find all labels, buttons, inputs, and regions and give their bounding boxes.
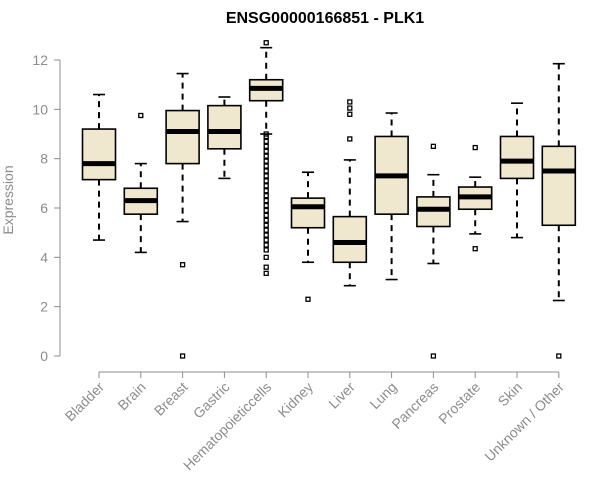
outlier-point (347, 136, 353, 142)
outlier-point (263, 40, 269, 46)
outlier-point (263, 217, 269, 223)
outlier-point (263, 202, 269, 209)
boxes (81, 40, 577, 359)
y-tick-label: 2 (40, 299, 48, 315)
outlier-point (263, 173, 269, 179)
outlier-point (263, 242, 269, 248)
outlier-point (263, 237, 269, 243)
y-tick-label: 0 (40, 348, 48, 364)
box-6 (332, 99, 368, 287)
outlier-point (263, 254, 269, 260)
x-tick-label: Lung (366, 379, 399, 412)
y-axis-label: Expression (0, 165, 16, 234)
outlier-point (263, 207, 269, 214)
x-tick-label: Prostate (435, 379, 483, 427)
x-tick-label: Unknown / Other (481, 379, 567, 465)
box-11 (541, 62, 577, 359)
outlier-point (138, 112, 144, 119)
y-tick-label: 10 (32, 101, 48, 117)
outlier-point (347, 99, 353, 105)
box-iqr (499, 135, 535, 180)
outlier-point (263, 197, 269, 204)
outlier-point (472, 144, 478, 151)
outlier-point (305, 296, 311, 302)
box-1 (123, 112, 159, 254)
x-tick-label: Skin (495, 379, 526, 410)
chart-title: ENSG00000166851 - PLK1 (226, 10, 424, 27)
box-9 (457, 144, 493, 252)
outlier-point (263, 163, 269, 169)
y-tick-label: 6 (40, 200, 48, 216)
y-tick-label: 12 (32, 52, 48, 68)
box-iqr (332, 215, 368, 264)
outlier-point (263, 247, 269, 253)
outlier-point (263, 222, 269, 228)
outlier-point (472, 246, 478, 252)
outlier-point (430, 353, 437, 359)
outlier-point (263, 138, 269, 145)
box-8 (416, 143, 451, 359)
outlier-point (263, 188, 269, 194)
outlier-point (347, 111, 353, 117)
x-tick-label: Kidney (275, 379, 317, 421)
x-tick-label: Brain (114, 379, 148, 413)
outlier-point (430, 143, 437, 149)
box-3 (207, 96, 242, 180)
box-10 (499, 102, 535, 239)
box-iqr (290, 197, 326, 229)
outlier-point (263, 143, 269, 149)
outlier-point (179, 353, 186, 359)
outlier-point (263, 264, 269, 270)
outlier-point (263, 148, 269, 154)
outlier-point (263, 158, 269, 164)
outlier-point (263, 212, 269, 219)
x-tick-label: Liver (325, 379, 358, 412)
outlier-point (263, 270, 269, 277)
y-tick-label: 8 (40, 151, 48, 167)
x-tick-label: Bladder (62, 379, 108, 425)
box-4 (248, 40, 284, 277)
box-0 (81, 93, 117, 241)
x-tick-labels: Bladder Brain Breast GastricHematopoieticce… (62, 372, 567, 473)
outlier-point (347, 105, 353, 111)
outlier-point (263, 232, 269, 238)
outlier-point (179, 262, 186, 268)
outlier-point (263, 133, 269, 140)
box-7 (374, 112, 409, 281)
box-2 (165, 72, 200, 359)
box-iqr (81, 128, 117, 181)
outlier-point (263, 178, 269, 184)
box-iqr (207, 104, 242, 150)
box-iqr (541, 145, 577, 227)
box-5 (290, 171, 326, 302)
outlier-point (263, 168, 269, 174)
outlier-point (556, 353, 562, 359)
outlier-point (263, 153, 269, 159)
outlier-point (263, 193, 269, 199)
outlier-point (263, 227, 269, 233)
y-tick-label: 4 (40, 249, 48, 265)
box-iqr (165, 109, 200, 165)
x-tick-label: Breast (151, 379, 191, 419)
axes: 0 2 4 6 8 10 12 (32, 52, 559, 373)
outlier-point (263, 183, 269, 189)
